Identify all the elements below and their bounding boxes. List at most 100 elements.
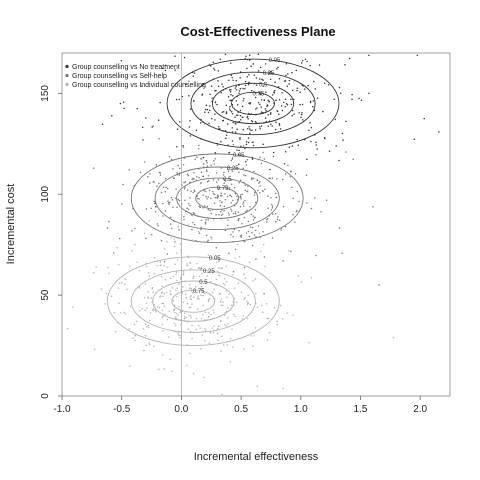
scatter-point	[190, 190, 192, 192]
contour-level-label: 0.05	[269, 58, 281, 64]
scatter-point	[162, 186, 165, 189]
scatter-point	[249, 303, 251, 306]
scatter-point	[291, 115, 293, 117]
scatter-point	[230, 208, 232, 211]
scatter-point	[314, 197, 316, 199]
scatter-point	[300, 116, 302, 119]
scatter-point	[219, 204, 222, 207]
scatter-point	[152, 291, 154, 293]
scatter-point	[177, 314, 179, 317]
scatter-point	[300, 281, 303, 283]
scatter-point	[212, 78, 215, 81]
scatter-point	[225, 134, 228, 137]
scatter-point	[172, 300, 174, 302]
scatter-point	[234, 257, 236, 260]
scatter-point	[169, 223, 172, 225]
scatter-point	[215, 214, 217, 216]
scatter-point	[200, 317, 203, 320]
scatter-point	[220, 167, 223, 169]
scatter-point	[249, 103, 251, 105]
scatter-point	[255, 113, 257, 116]
x-tick-label: -0.5	[113, 404, 131, 415]
scatter-point	[176, 317, 178, 320]
scatter-point	[248, 102, 250, 105]
scatter-point	[244, 184, 246, 186]
scatter-point	[190, 317, 192, 319]
scatter-point	[248, 126, 250, 128]
scatter-point	[183, 316, 186, 318]
scatter-point	[225, 112, 228, 115]
scatter-point	[234, 87, 237, 89]
scatter-point	[186, 263, 188, 265]
scatter-point	[313, 109, 316, 112]
scatter-point	[219, 199, 221, 202]
scatter-point	[156, 260, 159, 262]
scatter-point	[177, 259, 179, 261]
scatter-point	[183, 181, 185, 184]
scatter-point	[231, 76, 233, 79]
scatter-point	[226, 195, 229, 198]
scatter-point	[211, 117, 213, 120]
scatter-point	[217, 179, 220, 181]
scatter-point	[173, 220, 175, 222]
scatter-point	[260, 304, 263, 307]
scatter-point	[157, 119, 160, 121]
scatter-point	[157, 224, 159, 227]
scatter-point	[267, 99, 269, 101]
scatter-point	[202, 175, 204, 177]
scatter-point	[224, 199, 227, 201]
scatter-point	[196, 291, 198, 294]
plot-frame	[61, 52, 451, 397]
scatter-point	[253, 216, 256, 219]
scatter-point	[227, 224, 229, 227]
scatter-point	[239, 196, 241, 199]
scatter-point	[301, 112, 303, 114]
scatter-point	[265, 91, 267, 93]
scatter-point	[230, 99, 232, 101]
scatter-point	[296, 190, 299, 193]
scatter-point	[191, 228, 193, 231]
scatter-point	[226, 317, 229, 319]
scatter-point	[234, 193, 237, 195]
scatter-point	[309, 100, 312, 103]
scatter-point	[143, 232, 146, 235]
scatter-point	[233, 287, 236, 289]
scatter-point	[213, 202, 216, 204]
x-tick-label: 1.5	[354, 404, 368, 415]
scatter-point	[249, 132, 251, 134]
scatter-point	[416, 54, 419, 57]
scatter-point	[206, 170, 208, 172]
scatter-point	[241, 223, 243, 225]
scatter-point	[274, 220, 277, 223]
scatter-point	[148, 219, 151, 222]
scatter-point	[136, 107, 138, 110]
scatter-point	[231, 157, 234, 159]
scatter-point	[276, 67, 278, 70]
scatter-point	[232, 212, 235, 215]
scatter-point	[227, 212, 230, 214]
contour-level-label: 0.5	[199, 280, 208, 286]
scatter-point	[230, 169, 232, 171]
density-contour	[211, 82, 295, 125]
scatter-point	[118, 302, 120, 305]
scatter-point	[167, 234, 169, 236]
scatter-point	[262, 151, 264, 154]
scatter-point	[312, 100, 315, 102]
scatter-point	[145, 265, 148, 268]
scatter-point	[146, 307, 148, 309]
scatter-point	[206, 161, 208, 164]
scatter-point	[277, 86, 280, 88]
scatter-point	[133, 185, 135, 187]
scatter-point	[291, 89, 294, 92]
contour-level-label: 0.75	[253, 91, 265, 97]
scatter-point	[335, 145, 337, 147]
scatter-point	[243, 273, 245, 275]
scatter-point	[169, 290, 172, 292]
scatter-point	[286, 104, 289, 106]
scatter-point	[218, 126, 220, 128]
scatter-point	[167, 336, 170, 338]
scatter-point	[190, 287, 193, 290]
scatter-point	[194, 158, 196, 161]
y-tick-label: 50	[40, 289, 51, 301]
scatter-point	[213, 163, 216, 165]
